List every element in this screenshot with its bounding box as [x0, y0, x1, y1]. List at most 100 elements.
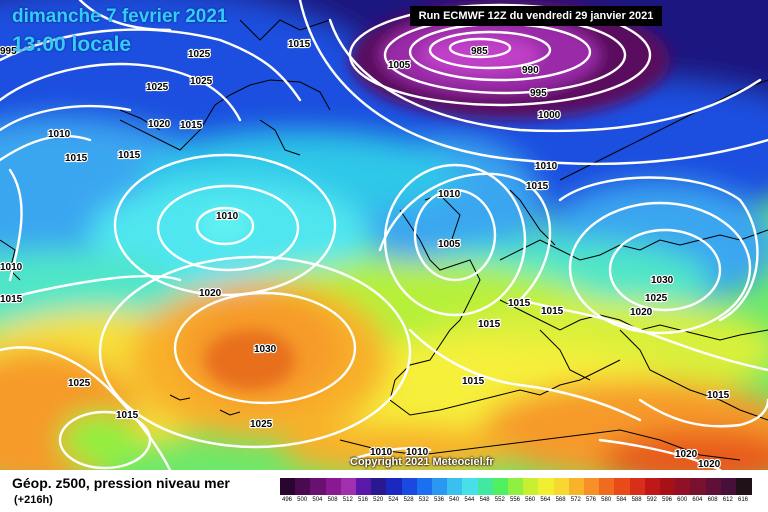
isobar-label: 1020 — [148, 119, 171, 130]
isobar-label: 1030 — [651, 275, 674, 286]
forecast-date: dimanche 7 fevrier 2021 — [12, 6, 228, 27]
scale-swatch — [492, 478, 509, 495]
isobar-label: 1025 — [68, 378, 91, 389]
scale-swatch — [356, 478, 372, 495]
scale-swatch — [599, 478, 615, 495]
isobar-label: 1005 — [438, 239, 461, 250]
scale-label: 520 — [373, 497, 384, 503]
forecast-hour: (+216h) — [14, 494, 53, 506]
scale-swatch — [462, 478, 479, 495]
legend-footer: Géop. z500, pression niveau mer (+216h) … — [0, 470, 768, 512]
scale-swatch — [432, 478, 448, 495]
isobar-label: 1020 — [675, 449, 698, 460]
scale-swatch — [538, 478, 555, 495]
isobar-label: 1015 — [707, 390, 730, 401]
scale-swatch — [280, 478, 296, 495]
isobar-label: 1010 — [216, 211, 239, 222]
scale-swatch — [340, 478, 357, 495]
scale-swatch — [660, 478, 676, 495]
isobar-label: 1015 — [478, 319, 501, 330]
scale-swatch — [553, 478, 570, 495]
scale-swatch — [508, 478, 524, 495]
isobar-label: 995 — [0, 46, 17, 57]
isobar-label: 1025 — [146, 82, 169, 93]
isobar-label: 1015 — [462, 376, 485, 387]
scale-label: 592 — [646, 497, 657, 503]
scale-label: 596 — [661, 497, 672, 503]
scale-swatch — [523, 478, 539, 495]
isobar-label: 1030 — [254, 344, 277, 355]
scale-label: 496 — [281, 497, 292, 503]
scale-label: 548 — [479, 497, 490, 503]
isobar-label: 1010 — [438, 189, 461, 200]
scale-swatch — [310, 478, 327, 495]
isobar-label: 1020 — [630, 307, 653, 318]
scale-swatch — [736, 478, 752, 495]
weather-map: 1015 1005 985 990 995 1000 1010 1015 102… — [0, 0, 768, 470]
scale-label: 500 — [297, 497, 308, 503]
scale-swatch — [371, 478, 387, 495]
isobar-label: 1010 — [370, 447, 393, 458]
scale-label: 544 — [464, 497, 475, 503]
scale-label: 560 — [525, 497, 536, 503]
scale-swatch — [477, 478, 494, 495]
scale-label: 532 — [418, 497, 429, 503]
isobar-label: 1025 — [250, 419, 273, 430]
scale-label: 508 — [327, 497, 338, 503]
scale-label: 600 — [677, 497, 688, 503]
scale-swatch — [295, 478, 311, 495]
isobar-label: 1015 — [65, 153, 88, 164]
scale-swatch — [705, 478, 722, 495]
scale-label: 584 — [616, 497, 627, 503]
scale-swatch — [447, 478, 463, 495]
isobar-label: 1025 — [645, 293, 668, 304]
isobar-label: 1005 — [388, 60, 411, 71]
scale-swatch — [386, 478, 403, 495]
scale-swatch — [416, 478, 433, 495]
scale-swatch — [614, 478, 631, 495]
color-scale: 496 500 504 508 512 516 520 524 528 532 536 540 544 5… — [280, 478, 752, 506]
scale-swatch — [644, 478, 661, 495]
isobar-label: 1015 — [116, 410, 139, 421]
isobar-label: 1010 — [535, 161, 558, 172]
scale-label: 564 — [540, 497, 551, 503]
isobar-label: 1015 — [0, 294, 23, 305]
scale-label: 588 — [631, 497, 642, 503]
scale-label: 536 — [433, 497, 444, 503]
scale-label: 568 — [555, 497, 566, 503]
isobar-label: 995 — [530, 88, 547, 99]
scale-label: 616 — [737, 497, 748, 503]
scale-label: 608 — [707, 497, 718, 503]
scale-label: 540 — [449, 497, 460, 503]
map-parameter-title: Géop. z500, pression niveau mer — [12, 475, 230, 491]
forecast-time: 13:00 locale — [12, 33, 132, 56]
scale-swatch — [675, 478, 691, 495]
scale-label: 512 — [342, 497, 353, 503]
scale-label: 572 — [570, 497, 581, 503]
scale-label: 524 — [388, 497, 399, 503]
scale-label: 612 — [722, 497, 733, 503]
isobar-label: 1020 — [199, 288, 222, 299]
geopotential-field: 1015 1005 985 990 995 1000 1010 1015 102… — [0, 0, 768, 470]
scale-label: 516 — [357, 497, 368, 503]
isobar-label: 1025 — [190, 76, 213, 87]
isobar-label: 1015 — [541, 306, 564, 317]
isobar-label: 1015 — [180, 120, 203, 131]
scale-label: 604 — [692, 497, 703, 503]
isobar-label: 1015 — [508, 298, 531, 309]
scale-swatch — [690, 478, 707, 495]
scale-swatch — [401, 478, 418, 495]
scale-swatch — [568, 478, 585, 495]
scale-label: 528 — [403, 497, 414, 503]
isobar-label: 1020 — [698, 459, 721, 470]
isobar-label: 1025 — [188, 49, 211, 60]
isobar-label: 1015 — [118, 150, 141, 161]
scale-swatch — [629, 478, 646, 495]
isobar-label: 985 — [471, 46, 488, 57]
isobars — [0, 0, 768, 470]
scale-swatch — [325, 478, 342, 495]
isobar-label: 1010 — [48, 129, 71, 140]
isobar-label: 1015 — [288, 39, 311, 50]
copyright-text: Copyright 2021 Meteociel.fr — [350, 456, 494, 468]
isobar-label: 990 — [522, 65, 539, 76]
